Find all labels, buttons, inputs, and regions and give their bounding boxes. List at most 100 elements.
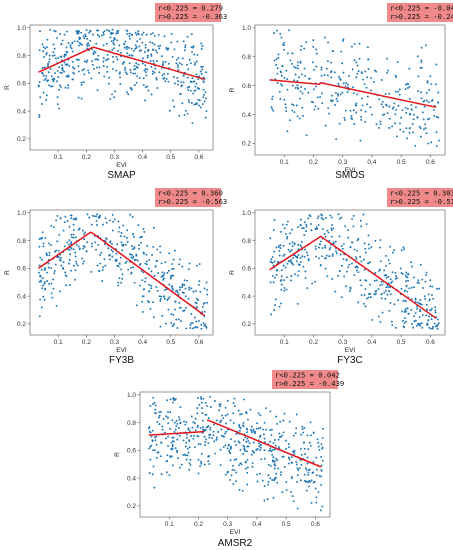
- data-point: [54, 57, 57, 60]
- data-point: [142, 228, 145, 230]
- data-point: [369, 293, 372, 295]
- data-point: [130, 87, 133, 90]
- data-point: [124, 262, 127, 265]
- data-point: [275, 472, 278, 475]
- data-point: [265, 407, 267, 410]
- data-point: [316, 217, 319, 220]
- data-point: [355, 61, 358, 64]
- data-point: [420, 303, 423, 306]
- data-point: [374, 292, 377, 295]
- data-point: [274, 464, 277, 467]
- data-point: [141, 279, 144, 282]
- data-point: [383, 291, 386, 294]
- data-point: [137, 63, 140, 66]
- y-tick-label: 0.2: [127, 503, 136, 510]
- data-point: [138, 45, 141, 48]
- data-point: [102, 223, 105, 226]
- data-point: [298, 117, 301, 120]
- data-point: [186, 86, 189, 89]
- data-point: [279, 70, 282, 73]
- data-point: [391, 280, 394, 283]
- x-tick-label: 0.1: [54, 339, 63, 346]
- correlation-annotation-box: [387, 188, 453, 207]
- data-point: [320, 464, 323, 467]
- data-point: [320, 240, 322, 243]
- data-point: [302, 114, 304, 117]
- data-point: [288, 242, 291, 245]
- data-point: [393, 303, 396, 306]
- data-point: [382, 106, 385, 108]
- data-point: [322, 218, 325, 221]
- data-point: [173, 249, 176, 252]
- fit-line: [269, 235, 437, 319]
- data-point: [158, 71, 161, 74]
- data-point: [196, 407, 199, 410]
- data-point: [365, 223, 368, 225]
- data-point: [51, 78, 54, 81]
- data-point: [94, 58, 97, 61]
- data-point: [168, 109, 171, 112]
- data-point: [225, 430, 228, 433]
- data-point: [176, 76, 179, 79]
- data-point: [148, 430, 151, 433]
- data-point: [176, 422, 179, 425]
- data-point: [174, 447, 177, 450]
- data-point: [199, 443, 202, 446]
- data-point: [417, 90, 419, 93]
- data-point: [204, 116, 207, 119]
- data-point: [200, 72, 203, 75]
- data-point: [72, 223, 75, 226]
- data-point: [352, 109, 355, 112]
- data-point: [61, 69, 64, 72]
- data-point: [188, 429, 191, 432]
- data-point: [420, 59, 423, 62]
- data-point: [405, 137, 408, 140]
- data-point: [167, 435, 170, 438]
- data-point: [280, 230, 282, 233]
- data-point: [356, 249, 358, 252]
- data-point: [281, 491, 284, 494]
- data-point: [44, 267, 47, 270]
- data-point: [163, 35, 166, 38]
- data-point: [296, 481, 299, 483]
- data-point: [133, 49, 135, 52]
- data-point: [50, 75, 53, 78]
- data-point: [309, 421, 312, 424]
- data-point: [301, 73, 303, 76]
- data-point: [285, 447, 287, 450]
- data-point: [386, 293, 389, 296]
- data-point: [292, 434, 295, 437]
- data-point: [97, 243, 100, 246]
- data-point: [238, 429, 241, 432]
- x-tick-label: 0.3: [110, 339, 119, 346]
- data-point: [434, 309, 437, 312]
- data-point: [289, 260, 292, 263]
- data-point: [131, 54, 134, 57]
- data-point: [328, 112, 331, 115]
- data-point: [84, 33, 87, 36]
- data-point: [286, 88, 289, 91]
- data-point: [56, 69, 59, 72]
- data-point: [394, 274, 397, 277]
- data-point: [391, 271, 394, 274]
- data-point: [161, 314, 164, 317]
- data-point: [54, 250, 56, 253]
- data-point: [277, 53, 280, 56]
- data-point: [354, 256, 357, 259]
- data-point: [403, 322, 406, 324]
- data-point: [63, 245, 66, 248]
- data-point: [428, 89, 431, 91]
- data-point: [128, 37, 131, 40]
- data-point: [387, 259, 390, 262]
- data-point: [435, 131, 438, 134]
- data-point: [52, 278, 54, 281]
- data-point: [277, 467, 280, 470]
- data-point: [328, 255, 331, 258]
- data-point: [155, 286, 158, 289]
- data-point: [396, 135, 398, 138]
- data-point: [86, 47, 88, 50]
- data-point: [178, 301, 181, 304]
- data-point: [327, 107, 330, 109]
- y-tick-label: 1.0: [17, 25, 26, 32]
- data-point: [367, 234, 370, 237]
